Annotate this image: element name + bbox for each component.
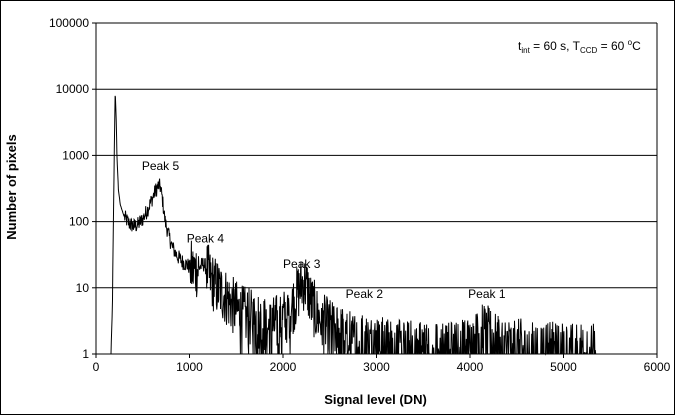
peak-label: Peak 3	[283, 257, 321, 271]
peak-label: Peak 2	[346, 287, 384, 301]
x-tick-label: 3000	[363, 360, 390, 374]
plot-area	[96, 23, 657, 354]
x-tick-label: 5000	[550, 360, 577, 374]
peak-label: Peak 1	[468, 287, 506, 301]
peak-label: Peak 4	[187, 232, 225, 246]
series-line	[110, 95, 597, 356]
peak-labels: Peak 5 Peak 4 Peak 3 Peak 2 Peak 1	[142, 159, 506, 301]
y-tick-label: 10000	[56, 82, 90, 96]
y-tick-label: 10	[76, 281, 90, 295]
y-tick-label: 1	[82, 347, 89, 361]
x-tick-label: 1000	[176, 360, 203, 374]
series-layer	[110, 95, 597, 356]
plot-background	[96, 23, 657, 354]
x-tick-label: 0	[93, 360, 100, 374]
conditions-annotation: tint = 60 s, TCCD = 60 oC	[518, 38, 641, 55]
x-tick-label: 4000	[457, 360, 484, 374]
x-axis-title: Signal level (DN)	[324, 392, 427, 407]
y-tick-label: 1000	[62, 148, 89, 162]
y-axis-title: Number of pixels	[4, 134, 19, 239]
y-tick-label: 100	[69, 215, 89, 229]
peak-label: Peak 5	[142, 159, 180, 173]
x-tick-label: 6000	[644, 360, 671, 374]
y-tick-label: 100000	[49, 16, 89, 30]
x-tick-label: 2000	[270, 360, 297, 374]
y-tick-labels: 1 10 100 1000 10000 100000	[49, 16, 96, 361]
x-tick-labels: 0 1000 2000 3000 4000 5000 6000	[93, 354, 671, 374]
gridlines	[96, 22, 657, 289]
